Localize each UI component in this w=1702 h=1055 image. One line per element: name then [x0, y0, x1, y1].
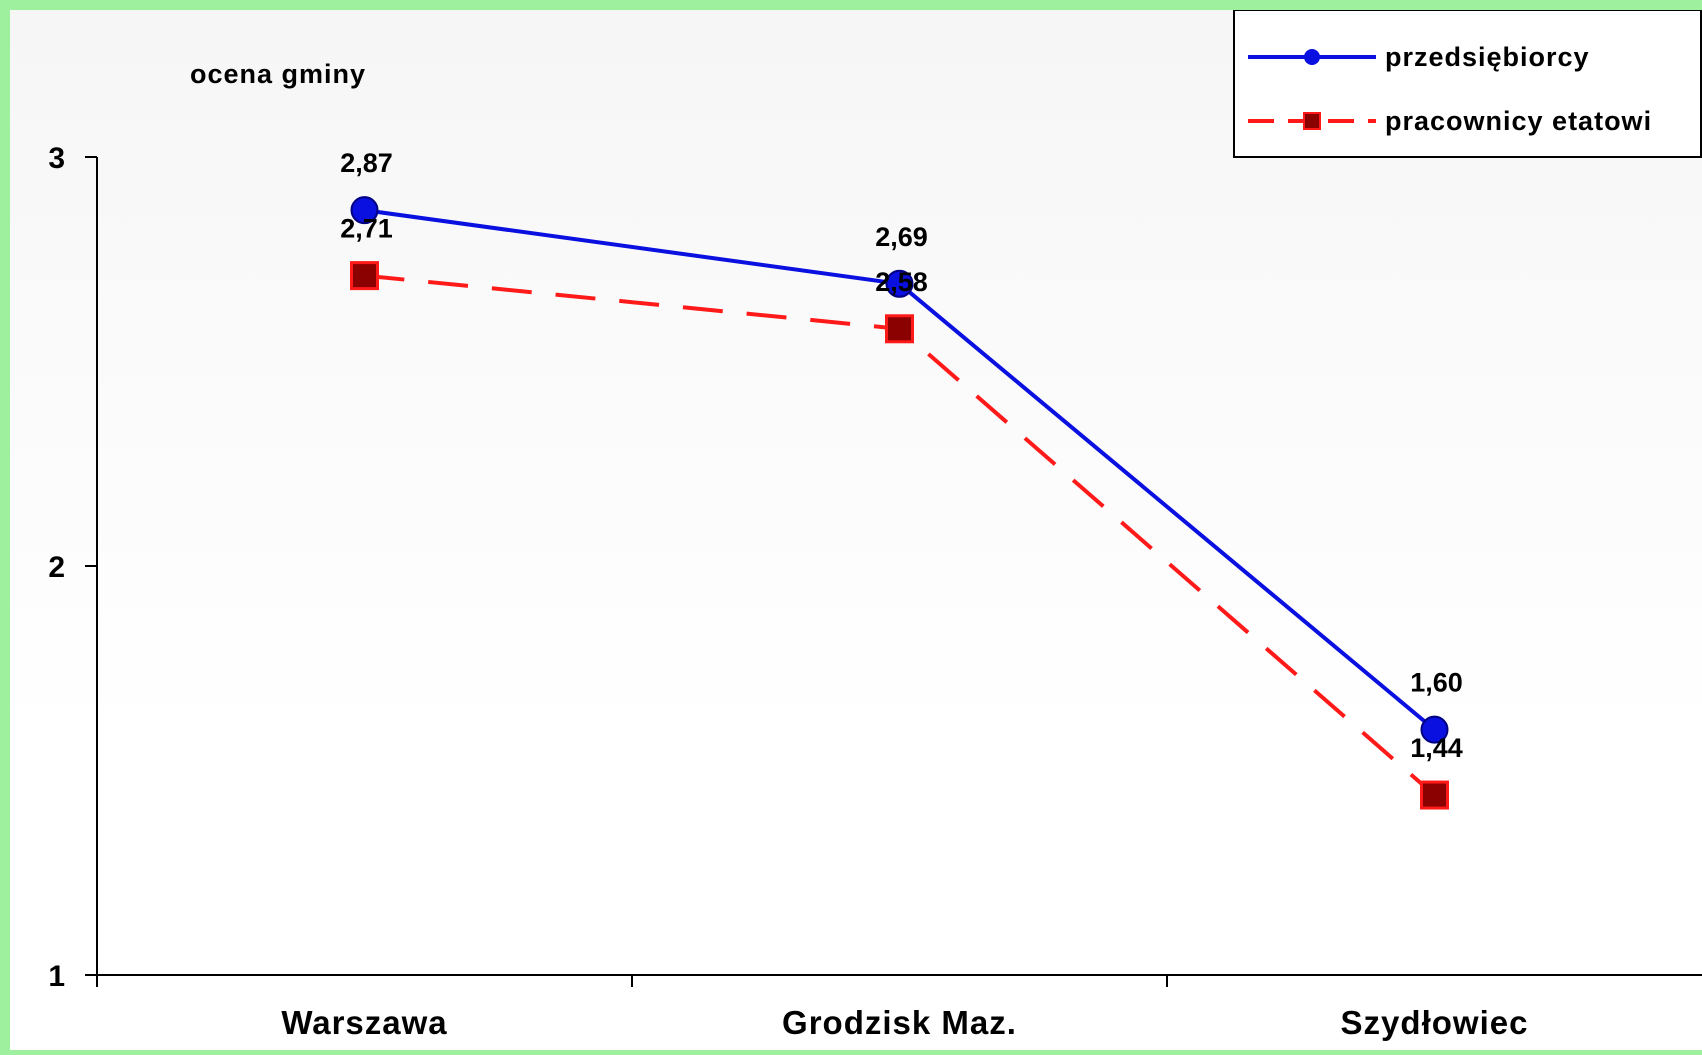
axes: 1 2 3 Warszawa Grodzisk Maz. Szydłowiec [48, 142, 1702, 1041]
series-line-1 [364, 273, 1436, 797]
x-tick-label: Warszawa [281, 1004, 447, 1041]
data-label: 2,69 [875, 222, 928, 252]
legend-marker-przedsiebiorcy [1304, 49, 1320, 65]
data-label: 2,58 [875, 267, 928, 297]
legend-box [1233, 9, 1702, 158]
y-tick-label: 2 [48, 551, 65, 584]
series-1-point [885, 314, 914, 344]
x-tick-label: Grodzisk Maz. [782, 1004, 1017, 1041]
series-0-point [885, 269, 914, 298]
x-tick-label: Szydłowiec [1341, 1004, 1529, 1041]
chart-frame: ocena gminy 1 2 3 Warszawa Grodzisk Maz. Szyd… [10, 9, 1702, 1050]
y-axis-label: ocena gminy [190, 59, 366, 89]
data-label: 1,44 [1410, 733, 1463, 763]
legend: przedsiębiorcy pracownicy etatowi [1233, 9, 1702, 158]
data-label: 2,87 [340, 148, 393, 178]
y-tick-label: 1 [48, 960, 65, 993]
legend-marker-pracownicy-etatowi [1303, 112, 1321, 130]
legend-label-przedsiebiorcy: przedsiębiorcy [1385, 42, 1590, 72]
series-1-point [1420, 780, 1449, 810]
data-label: 1,60 [1410, 668, 1463, 698]
series-0-point [350, 196, 379, 225]
series-0-point [1420, 715, 1449, 744]
data-label: 2,71 [340, 214, 393, 244]
y-tick-label: 3 [48, 142, 65, 175]
series-layer [350, 196, 1449, 810]
series-1-point [350, 261, 379, 291]
data-labels-layer: 2,87 2,69 1,60 2,71 2,58 1,44 [340, 148, 1463, 763]
line-chart: ocena gminy 1 2 3 Warszawa Grodzisk Maz. Szyd… [48, 9, 1702, 1041]
legend-label-pracownicy-etatowi: pracownicy etatowi [1385, 106, 1652, 136]
